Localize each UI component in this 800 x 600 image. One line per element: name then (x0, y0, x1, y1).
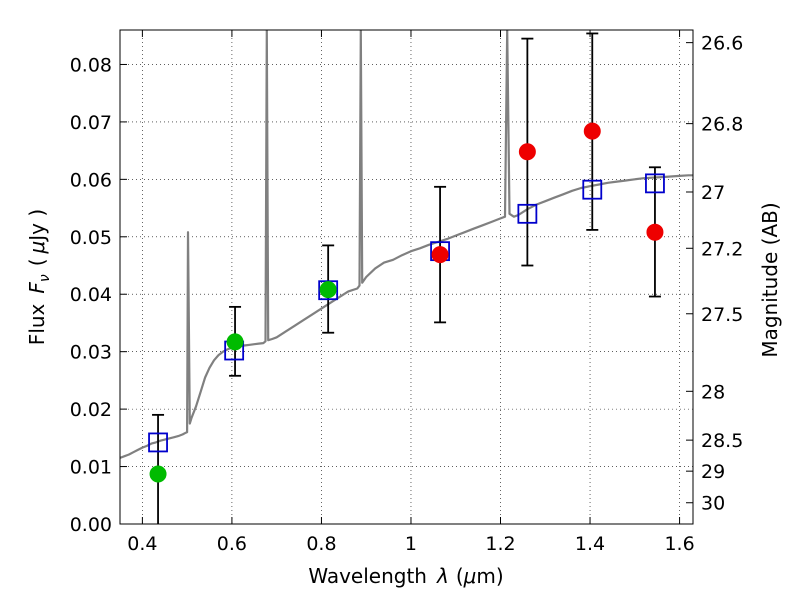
plot-frame (119, 29, 694, 525)
y2-tick-label: 29 (701, 461, 725, 483)
observed-point (583, 122, 601, 140)
y2-tick-label: 28 (701, 381, 725, 403)
axis-ticks: 0.4 0.6 0.8 1 1.2 1.4 1.6 0.00 0.01 0.02 0.03 0.04 0… (70, 30, 743, 555)
y-tick-label: 0.08 (70, 54, 112, 76)
model-photometry-point (582, 179, 603, 200)
x-tick-label: 1.2 (485, 533, 515, 555)
x-tick-label: 0.4 (127, 533, 157, 555)
y2-tick-label: 28.5 (701, 430, 743, 452)
model-photometry-point (517, 203, 538, 224)
y-tick-label: 0.00 (70, 514, 112, 536)
observed-point (319, 281, 337, 299)
model-photometry-point (645, 173, 665, 194)
y-tick-label: 0.04 (70, 284, 112, 306)
y2-tick-label: 27 (701, 182, 725, 204)
model-sed-line (120, 30, 693, 459)
y-tick-label: 0.03 (70, 342, 112, 364)
y2-tick-label: 27.2 (701, 238, 743, 260)
plot-area (120, 30, 693, 524)
y-tick-label: 0.07 (70, 112, 112, 134)
y-tick-label: 0.01 (70, 457, 112, 479)
x-tick-label: 0.6 (217, 533, 247, 555)
y2-tick-label: 26.8 (701, 114, 743, 136)
y2-tick-label: 30 (701, 493, 725, 515)
model-photometry-point (148, 432, 168, 453)
y-tick-label: 0.06 (70, 169, 112, 191)
x-tick-label: 1.4 (575, 533, 605, 555)
x-tick-label: 0.8 (306, 533, 336, 555)
y2-tick-label: 26.6 (701, 33, 743, 55)
y-tick-label: 0.02 (70, 399, 112, 421)
observed-point (646, 223, 664, 241)
y-tick-label: 0.05 (70, 227, 112, 249)
observed-point (226, 333, 244, 351)
observed-point (149, 465, 167, 483)
x-axis-label: Wavelength λ (μm) (308, 564, 503, 588)
x-tick-label: 1.6 (664, 533, 694, 555)
y2-tick-label: 27.5 (701, 304, 743, 326)
y2-axis-label: Magnitude (AB) (758, 202, 782, 357)
grid-lines (120, 30, 693, 525)
x-tick-label: 1 (405, 533, 417, 555)
observed-point (431, 246, 449, 264)
observed-point (518, 143, 536, 161)
y-axis-label: FluxFν(μJy ) (25, 209, 53, 345)
